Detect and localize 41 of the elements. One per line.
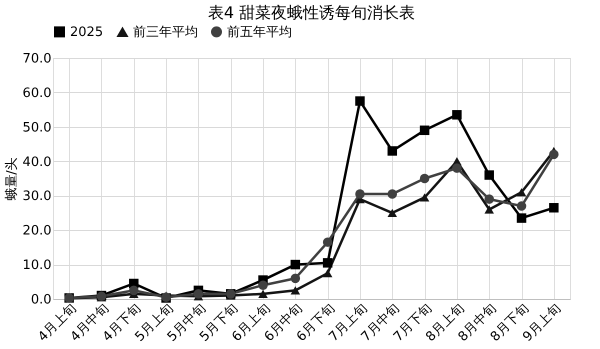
y-tick-label: 20.0 — [22, 224, 52, 239]
point — [388, 208, 398, 218]
point — [388, 189, 398, 199]
y-tick-label: 0.0 — [30, 292, 52, 308]
y-tick-label: 40.0 — [22, 154, 52, 170]
legend-label: 前五年平均 — [227, 24, 292, 40]
point — [355, 96, 365, 106]
point — [452, 110, 462, 120]
point — [258, 280, 268, 290]
point — [290, 286, 300, 294]
point — [516, 188, 526, 196]
y-tick-label: 60.0 — [22, 86, 52, 101]
point — [258, 290, 268, 298]
point — [549, 150, 559, 160]
point — [194, 289, 204, 299]
point — [549, 203, 559, 213]
point — [420, 193, 430, 202]
y-tick-label: 70.0 — [22, 52, 52, 66]
point — [484, 205, 494, 214]
point — [516, 213, 526, 223]
point — [129, 286, 139, 296]
point — [290, 274, 300, 284]
legend-label: 2025 — [70, 24, 104, 40]
chart-title: 表4 甜菜夜蛾性诱每旬消长表 — [208, 3, 416, 22]
y-tick-label: 50.0 — [22, 120, 52, 136]
point — [322, 237, 332, 247]
point — [322, 269, 332, 278]
point — [420, 126, 430, 136]
point — [322, 258, 332, 268]
y-tick-label: 30.0 — [22, 189, 52, 204]
legend-label: 前三年平均 — [133, 25, 198, 40]
y-axis-title: 蛾量/头 — [4, 157, 20, 201]
y-tick-label: 10.0 — [22, 258, 52, 274]
point — [355, 189, 365, 199]
point — [452, 163, 462, 173]
point — [484, 194, 494, 204]
point — [290, 260, 300, 270]
point — [516, 201, 526, 211]
point — [388, 146, 398, 156]
point — [484, 170, 494, 180]
point — [420, 174, 430, 184]
